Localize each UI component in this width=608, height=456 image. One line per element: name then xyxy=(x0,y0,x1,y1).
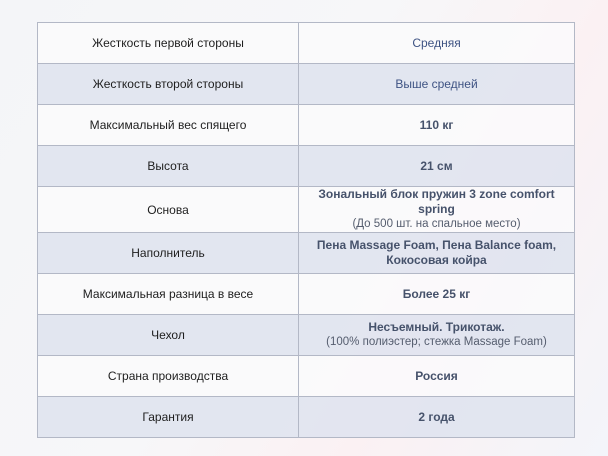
table-row: Жесткость второй стороны Выше средней xyxy=(37,63,575,105)
table-row: Чехол Несъемный. Трикотаж. (100% полиэстер… xyxy=(37,314,575,356)
spec-value: Пена Massage Foam, Пена Balance foam, Ко… xyxy=(298,232,575,274)
table-row: Высота 21 см xyxy=(37,145,575,187)
spec-value-main: Пена Massage Foam, Пена Balance foam, Ко… xyxy=(316,238,557,267)
table-row: Гарантия 2 года xyxy=(37,396,575,438)
spec-value-note: (100% полиэстер; стежка Massage Foam) xyxy=(326,336,547,348)
spec-value: Выше средней xyxy=(298,63,575,105)
spec-value: Более 25 кг xyxy=(298,273,575,315)
table-row: Жесткость первой стороны Средняя xyxy=(37,22,575,64)
table-row: Основа Зональный блок пружин 3 zone comfo… xyxy=(37,186,575,233)
table-row: Страна производства Россия xyxy=(37,355,575,397)
specs-table: Жесткость первой стороны Средняя Жесткость… xyxy=(37,22,575,438)
spec-value: 110 кг xyxy=(298,104,575,146)
spec-value-main: Выше средней xyxy=(395,76,478,91)
spec-label: Максимальный вес спящего xyxy=(37,104,299,146)
table-row: Максимальная разница в весе Более 25 кг xyxy=(37,273,575,315)
spec-label: Жесткость первой стороны xyxy=(37,22,299,64)
spec-label: Страна производства xyxy=(37,355,299,397)
spec-value: 2 года xyxy=(298,396,575,438)
spec-value-main: Несъемный. Трикотаж. xyxy=(368,320,505,334)
table-row: Максимальный вес спящего 110 кг xyxy=(37,104,575,146)
spec-label: Основа xyxy=(37,186,299,233)
spec-value-main: 21 см xyxy=(420,158,453,173)
spec-value-main: Более 25 кг xyxy=(402,286,471,301)
spec-label: Чехол xyxy=(37,314,299,356)
spec-value-main: 2 года xyxy=(418,409,455,424)
spec-value-main: 110 кг xyxy=(419,117,454,132)
spec-value-main: Россия xyxy=(415,368,458,383)
table-row: Наполнитель Пена Massage Foam, Пена Balan… xyxy=(37,232,575,274)
spec-label: Гарантия xyxy=(37,396,299,438)
spec-value-note: (До 500 шт. на спальное место) xyxy=(352,218,521,230)
spec-value: Зональный блок пружин 3 zone comfort spr… xyxy=(298,186,575,233)
spec-label: Наполнитель xyxy=(37,232,299,274)
spec-value-main: Зональный блок пружин 3 zone comfort spr… xyxy=(318,187,555,216)
spec-value: Средняя xyxy=(298,22,575,64)
spec-value: 21 см xyxy=(298,145,575,187)
spec-value: Россия xyxy=(298,355,575,397)
spec-label: Жесткость второй стороны xyxy=(37,63,299,105)
spec-label: Максимальная разница в весе xyxy=(37,273,299,315)
spec-value: Несъемный. Трикотаж. (100% полиэстер; сте… xyxy=(298,314,575,356)
spec-value-main: Средняя xyxy=(412,35,461,50)
spec-label: Высота xyxy=(37,145,299,187)
